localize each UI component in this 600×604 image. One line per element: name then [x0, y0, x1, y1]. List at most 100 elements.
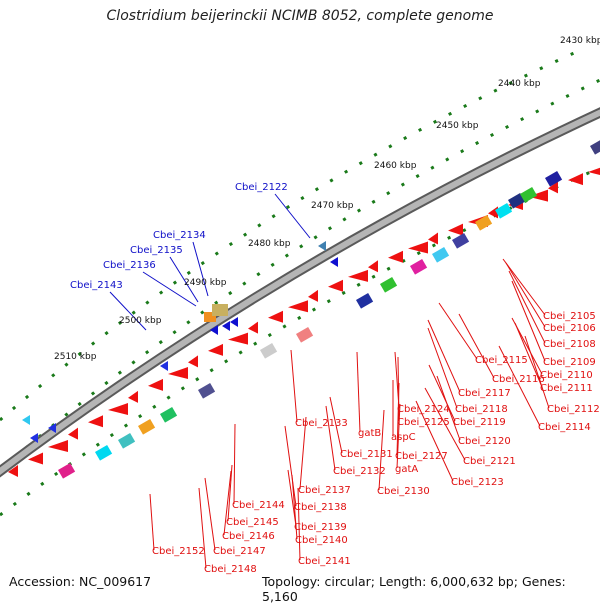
gene-label-reverse: Cbei_2108 — [543, 339, 596, 350]
gene-arrow-reverse — [208, 343, 223, 356]
label-leader-reverse — [428, 364, 456, 422]
label-leader-reverse — [424, 387, 466, 461]
genes-label: Genes: — [521, 574, 566, 589]
gene-arrow-reverse — [588, 167, 600, 175]
gene-block — [137, 419, 156, 435]
gene-block — [520, 187, 538, 203]
gene-label-reverse: gatA — [395, 464, 418, 475]
gene-arrow-forward — [160, 361, 168, 371]
gene-label-forward: Cbei_2134 — [153, 230, 206, 241]
gene-label-reverse: Cbei_2118 — [455, 404, 508, 415]
gene-block — [197, 383, 216, 399]
gene-arrow-reverse — [328, 279, 343, 292]
scale-tick-label: 2460 kbp — [374, 161, 417, 171]
gene-arrow-reverse — [488, 206, 498, 219]
label-leader-reverse — [284, 425, 297, 507]
gene-label-reverse: Cbei_2131 — [340, 449, 393, 460]
gene-label-reverse: Cbei_2112 — [547, 404, 600, 415]
gene-label-reverse: Cbei_2138 — [294, 502, 347, 513]
scale-tick-label: 2490 kbp — [184, 278, 227, 288]
gene-label-reverse: Cbei_2152 — [152, 546, 205, 557]
gene-block — [508, 193, 526, 209]
gene-arrow-forward — [330, 257, 338, 267]
gene-arrow-reverse — [568, 173, 583, 186]
gene-label-reverse: Cbei_2141 — [298, 556, 351, 567]
gene-arrow-forward — [22, 415, 30, 425]
gene-label-reverse: Cbei_2117 — [458, 388, 511, 399]
label-leader-reverse — [299, 416, 307, 490]
gene-block — [545, 171, 563, 187]
topology-label: Topology: — [262, 574, 321, 589]
label-leader-reverse — [514, 322, 543, 388]
label-leader-layer — [109, 193, 550, 569]
gene-label-reverse: Cbei_2146 — [222, 531, 275, 542]
label-leader-reverse — [458, 313, 495, 379]
gene-label-forward: Cbei_2136 — [103, 260, 156, 271]
gene-label-reverse: Cbei_2145 — [226, 517, 279, 528]
gene-label-reverse: Cbei_2106 — [543, 323, 596, 334]
gene-label-reverse: Cbei_2137 — [298, 485, 351, 496]
label-leader-reverse — [498, 345, 541, 427]
gene-arrow-reverse — [528, 189, 548, 202]
gene-block — [57, 463, 76, 479]
gene-label-reverse: Cbei_2114 — [538, 422, 591, 433]
label-leader-forward — [109, 291, 147, 331]
gene-arrow-reverse — [128, 390, 138, 403]
gene-label-reverse: Cbei_2133 — [295, 418, 348, 429]
gene-arrow-reverse — [448, 223, 463, 236]
gene-block — [432, 247, 450, 263]
gene-block — [451, 233, 470, 249]
gene-arrow-forward — [30, 433, 38, 443]
gene-label-reverse: Cbei_2140 — [295, 535, 348, 546]
gene-label-reverse: Cbei_2119 — [453, 417, 506, 428]
label-leader-reverse — [502, 258, 546, 316]
gene-block — [410, 259, 428, 275]
scale-tick-label: 2450 kbp — [436, 121, 479, 131]
gene-label-reverse: Cbei_2148 — [204, 564, 257, 575]
gene-block — [590, 139, 600, 155]
gene-arrow-reverse — [188, 355, 198, 368]
label-leader-reverse — [325, 405, 336, 471]
gene-label-reverse: Cbei_2115 — [475, 355, 528, 366]
gene-label-reverse: Cbei_2139 — [294, 522, 347, 533]
gene-arrow-forward — [230, 317, 238, 327]
gene-arrow-reverse — [428, 232, 438, 245]
label-leader-reverse — [524, 335, 550, 409]
gene-label-reverse: Cbei_2121 — [463, 456, 516, 467]
length-value: 6,000,632 bp — [430, 574, 514, 589]
map-title: Clostridium beijerinckii NCIMB 8052, com… — [106, 8, 494, 24]
gene-block — [117, 433, 136, 449]
gene-label-reverse: Cbei_2144 — [232, 500, 285, 511]
label-leader-reverse — [233, 423, 236, 505]
gene-label-forward: Cbei_2122 — [235, 182, 288, 193]
gene-arrow-forward — [318, 241, 326, 251]
gene-block — [95, 445, 113, 461]
accession-info: Accession: NC_009617 — [9, 574, 151, 589]
label-leader-reverse — [396, 403, 401, 469]
gene-arrow-forward — [222, 321, 230, 331]
gene-block — [495, 203, 513, 219]
genome-backbone — [0, 107, 600, 478]
gene-arrow-forward — [210, 325, 218, 335]
accession-label: Accession: — [9, 574, 76, 589]
gene-arrow-reverse — [8, 465, 18, 477]
gene-label-reverse: Cbei_2110 — [540, 370, 593, 381]
gene-label-reverse: Cbei_2123 — [451, 477, 504, 488]
gene-arrow-reverse — [268, 310, 283, 323]
label-leader-reverse — [436, 375, 461, 441]
gene-arrow-reverse — [388, 250, 403, 263]
label-leader-reverse — [291, 474, 298, 540]
gene-arrow-reverse — [48, 440, 68, 453]
scale-tick-label: 2470 kbp — [311, 201, 354, 211]
gene-label-reverse: aspC — [391, 432, 416, 443]
scale-tick-label: 2510 kbp — [54, 352, 97, 362]
gene-arrow-reverse — [248, 321, 258, 334]
gene-label-reverse: Cbei_2130 — [377, 486, 430, 497]
gene-arrow-reverse — [408, 241, 428, 254]
gene-label-reverse: Cbei_2111 — [540, 383, 593, 394]
gene-label-reverse: Cbei_2125 — [397, 417, 450, 428]
label-leader-reverse — [297, 487, 301, 561]
gene-arrow-reverse — [288, 300, 308, 313]
genes-value: 5,160 — [262, 589, 298, 604]
